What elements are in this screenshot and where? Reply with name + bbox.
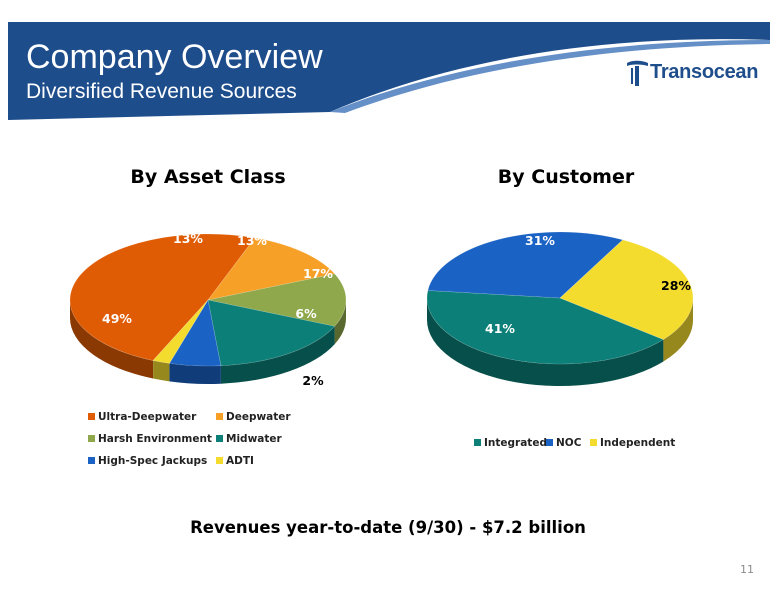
pie-slice-noc xyxy=(427,231,624,299)
pie-slice-independent xyxy=(559,239,694,340)
legend-label: High-Spec Jackups xyxy=(98,455,208,467)
pie-slice-adti xyxy=(152,299,209,364)
legend-label: Integrated xyxy=(484,437,547,449)
pie-side-adti xyxy=(153,360,170,382)
legend-swatch xyxy=(474,439,481,446)
data-label-harsh-environment: 13% xyxy=(237,233,267,248)
chart-title-asset-class: By Asset Class xyxy=(130,166,286,188)
legend-swatch xyxy=(88,457,95,464)
data-label-adti: 2% xyxy=(302,373,324,388)
revenue-note: Revenues year-to-date (9/30) - $7.2 bill… xyxy=(190,518,586,537)
legend-swatch xyxy=(216,413,223,420)
data-label-noc: 31% xyxy=(525,233,555,248)
transocean-logo: Transocean xyxy=(624,58,764,92)
legend-swatch xyxy=(546,439,553,446)
pie-slice-midwater xyxy=(207,299,336,367)
legend-swatch xyxy=(88,413,95,420)
data-label-midwater: 17% xyxy=(303,266,333,281)
pie-side-independent xyxy=(663,298,693,362)
page-subtitle: Diversified Revenue Sources xyxy=(26,80,297,103)
header-banner xyxy=(8,22,770,120)
legend-item-ultra-deepwater: Ultra-Deepwater xyxy=(88,411,196,423)
chart-title-customer: By Customer xyxy=(497,166,635,188)
pie-slice-ultra-deepwater xyxy=(69,233,256,361)
pie-side-harsh-environment xyxy=(334,300,346,345)
legend-label: Harsh Environment xyxy=(98,433,212,445)
legend-item-deepwater: Deepwater xyxy=(216,411,291,423)
pie-slice-integrated xyxy=(426,290,665,365)
legend-item-independent: Independent xyxy=(590,437,675,449)
legend-label: Deepwater xyxy=(226,411,291,423)
pie-side-high-spec-jackups xyxy=(169,363,221,384)
legend-swatch xyxy=(590,439,597,446)
legend-label: Midwater xyxy=(226,433,282,445)
legend-label: ADTI xyxy=(226,455,254,467)
legend-item-high-spec-jackups: High-Spec Jackups xyxy=(88,455,207,467)
page-number: 11 xyxy=(740,563,754,576)
legend-swatch xyxy=(88,435,95,442)
legend-item-integrated: Integrated xyxy=(474,437,547,449)
by-customer-pie: 41% 31% 28% xyxy=(426,231,694,386)
legend-item-noc: NOC xyxy=(546,437,581,449)
legend-item-midwater: Midwater xyxy=(216,433,282,445)
legend-swatch xyxy=(216,457,223,464)
pie-slice-harsh-environment xyxy=(207,273,347,327)
data-label-integrated: 41% xyxy=(485,321,515,336)
data-label-independent: 28% xyxy=(661,278,691,293)
page-title: Company Overview xyxy=(26,38,323,76)
data-label-high-spec-jackups: 6% xyxy=(295,306,317,321)
legend-swatch xyxy=(216,435,223,442)
legend-item-harsh-environment: Harsh Environment xyxy=(88,433,212,445)
pie-slice-deepwater xyxy=(207,237,336,301)
pie-side-integrated xyxy=(427,298,664,386)
legend-label: Ultra-Deepwater xyxy=(98,411,197,423)
transocean-logo-icon xyxy=(627,60,648,86)
legend-label: NOC xyxy=(556,437,582,449)
logo-wordmark: Transocean xyxy=(650,61,759,83)
data-label-deepwater: 13% xyxy=(173,231,203,246)
data-label-ultra-deepwater: 49% xyxy=(102,311,132,326)
pie-side-midwater xyxy=(220,326,335,384)
pie-side-ultra-deepwater xyxy=(70,300,154,379)
by-asset-class-pie: 49% 13% 13% 17% 6% 2% xyxy=(69,231,347,388)
pie-slice-high-spec-jackups xyxy=(168,299,222,367)
legend-item-adti: ADTI xyxy=(216,455,254,467)
legend-label: Independent xyxy=(600,437,676,449)
